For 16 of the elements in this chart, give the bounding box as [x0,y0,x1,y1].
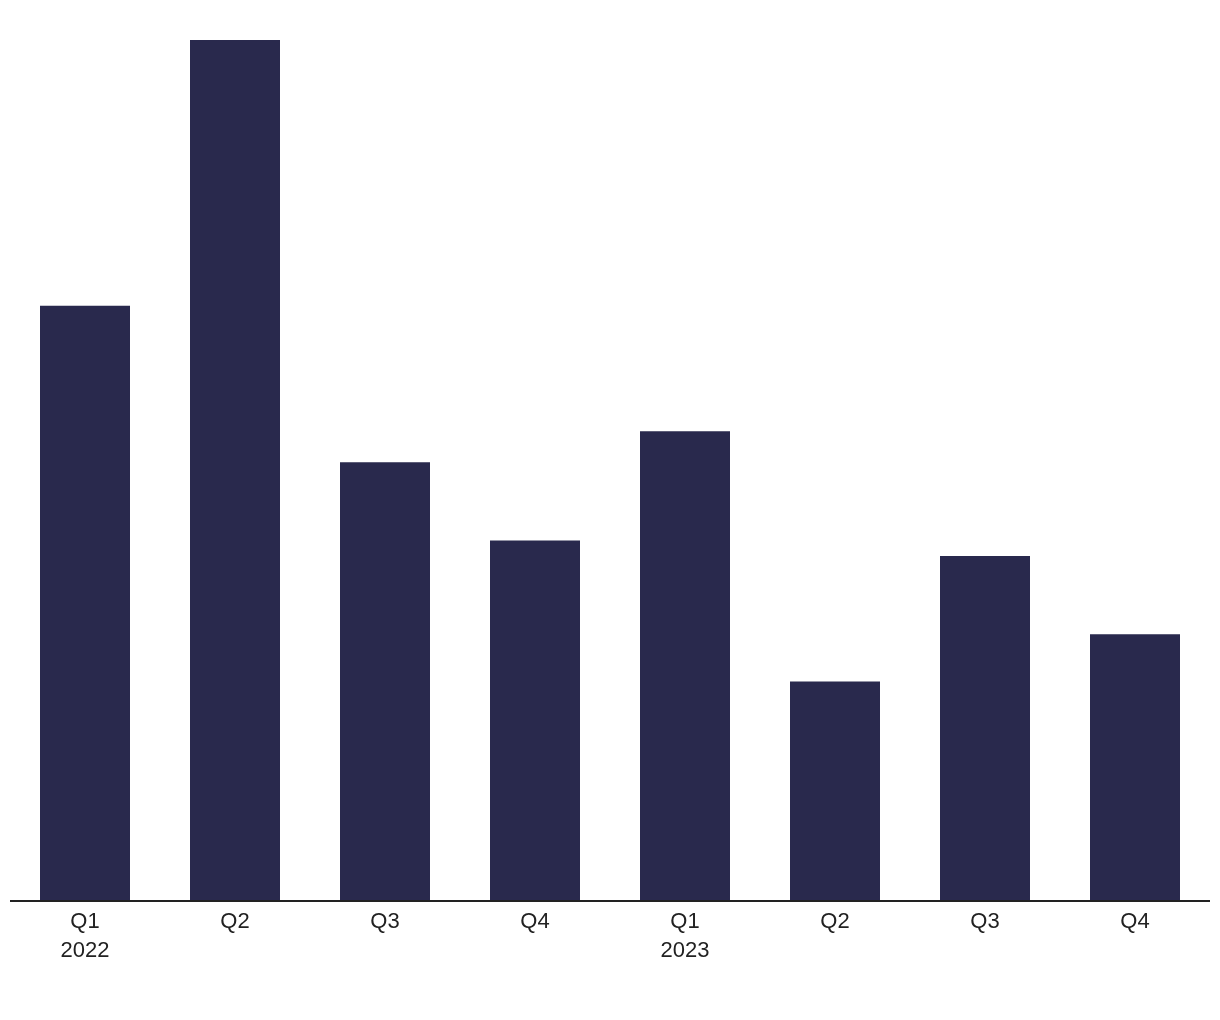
x-tick-label: Q3 [970,908,1000,934]
bar [1090,634,1180,900]
bar [640,431,730,900]
x-tick-label: Q1 2023 [660,908,710,962]
bar [790,681,880,900]
x-tick-label: Q4 [1120,908,1150,934]
bar [190,40,280,900]
bar [940,556,1030,900]
x-tick-label: Q2 [220,908,250,934]
x-tick-label: Q2 [820,908,850,934]
x-tick-label: Q4 [520,908,550,934]
bar [40,305,130,900]
bar [490,540,580,900]
x-tick-label: Q3 [370,908,400,934]
x-tick-label: Q1 2022 [60,908,110,962]
bar [340,462,430,900]
